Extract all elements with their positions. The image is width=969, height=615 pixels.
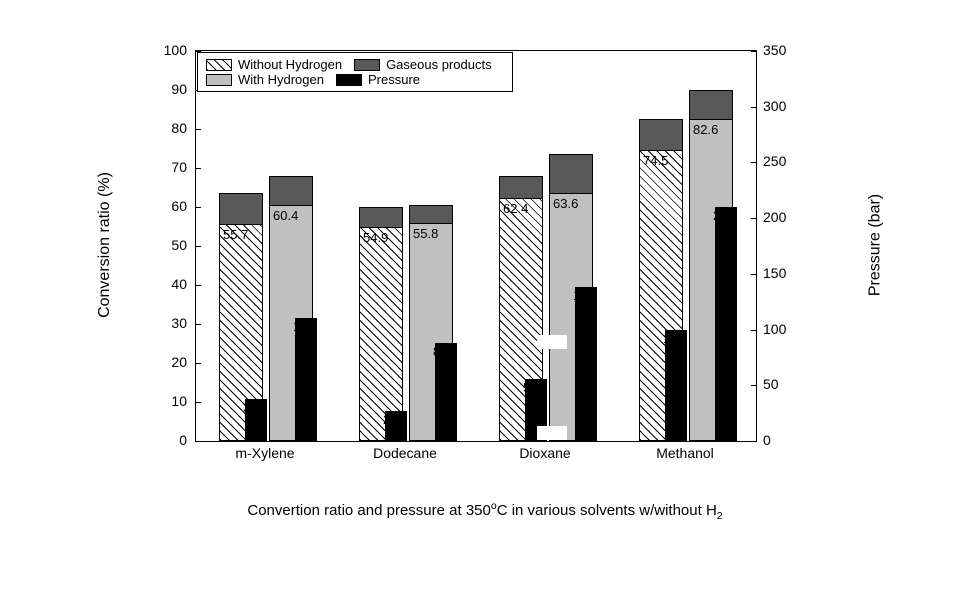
x-tick-label: Dioxane	[519, 445, 570, 461]
bar-label-pressure: 88	[433, 344, 447, 359]
bar-label-conversion: 60.4	[273, 208, 298, 223]
y-left-tick: 90	[171, 81, 187, 97]
bar-label-pressure: 56	[523, 380, 537, 395]
legend-item-with_h2: With Hydrogen	[206, 72, 324, 87]
legend-label: Without Hydrogen	[238, 57, 342, 72]
x-axis-labels: m-Xylene Dodecane Dioxane Methanol	[195, 445, 755, 470]
legend-item-pressure: Pressure	[336, 72, 420, 87]
y-axis-left-label: Conversion ratio (%)	[96, 172, 114, 318]
legend-label: With Hydrogen	[238, 72, 324, 87]
legend: Without Hydrogen Gaseous products With Hyd…	[197, 52, 513, 92]
y-axis-right: Pressure (bar) 050100150200250300350	[755, 50, 835, 440]
y-left-tick: 30	[171, 315, 187, 331]
legend-label: Gaseous products	[386, 57, 492, 72]
y-left-tick: 60	[171, 198, 187, 214]
bar-label-conversion: 74.5	[643, 153, 668, 168]
bar-pressure	[575, 287, 597, 441]
bar-label-conversion: 55.7	[223, 227, 248, 242]
artifact-block	[822, 334, 852, 348]
y-axis-right-label: Pressure (bar)	[866, 194, 884, 296]
x-tick-label: m-Xylene	[235, 445, 294, 461]
y-right-tick: 200	[763, 209, 786, 225]
plot-area: 55.7 38 60.4 109 54.9 27 55.8 88 62.4 56 63.6 138 74…	[195, 50, 757, 442]
y-left-tick: 80	[171, 120, 187, 136]
legend-label: Pressure	[368, 72, 420, 87]
y-right-tick: 300	[763, 98, 786, 114]
y-right-tick: 350	[763, 42, 786, 58]
y-left-tick: 20	[171, 354, 187, 370]
bar-pressure	[665, 330, 687, 441]
bar-conversion	[359, 227, 403, 441]
y-right-tick: 150	[763, 265, 786, 281]
bar-label-pressure: 27	[383, 412, 397, 427]
bar-label-conversion: 82.6	[693, 122, 718, 137]
y-right-tick: 100	[763, 321, 786, 337]
x-tick-label: Methanol	[656, 445, 714, 461]
chart-container: Without Hydrogen Gaseous products With Hyd…	[115, 30, 855, 530]
bar-label-pressure: 138	[573, 288, 595, 303]
y-right-tick: 250	[763, 153, 786, 169]
y-left-tick: 50	[171, 237, 187, 253]
y-left-tick: 100	[164, 42, 187, 58]
legend-item-without_h2: Without Hydrogen	[206, 57, 342, 72]
bar-label-conversion: 62.4	[503, 201, 528, 216]
y-right-tick: 0	[763, 432, 771, 448]
artifact-block	[537, 335, 567, 349]
y-left-tick: 40	[171, 276, 187, 292]
y-left-tick: 70	[171, 159, 187, 175]
bar-label-conversion: 54.9	[363, 230, 388, 245]
bar-pressure	[295, 318, 317, 441]
chart-caption: Convertion ratio and pressure at 350oC i…	[247, 500, 722, 522]
bar-label-pressure: 100	[663, 331, 685, 346]
x-tick-label: Dodecane	[373, 445, 437, 461]
y-axis-left: Conversion ratio (%) 0102030405060708090…	[115, 50, 195, 440]
y-right-tick: 50	[763, 376, 779, 392]
bar-label-conversion: 63.6	[553, 196, 578, 211]
bar-label-pressure: 208	[713, 208, 735, 223]
artifact-block	[537, 426, 567, 440]
bar-label-conversion: 55.8	[413, 226, 438, 241]
y-left-tick: 0	[179, 432, 187, 448]
y-left-tick: 10	[171, 393, 187, 409]
bar-label-pressure: 38	[243, 400, 257, 415]
legend-item-gaseous: Gaseous products	[354, 57, 492, 72]
bar-pressure	[715, 207, 737, 441]
bar-label-pressure: 109	[293, 319, 315, 334]
